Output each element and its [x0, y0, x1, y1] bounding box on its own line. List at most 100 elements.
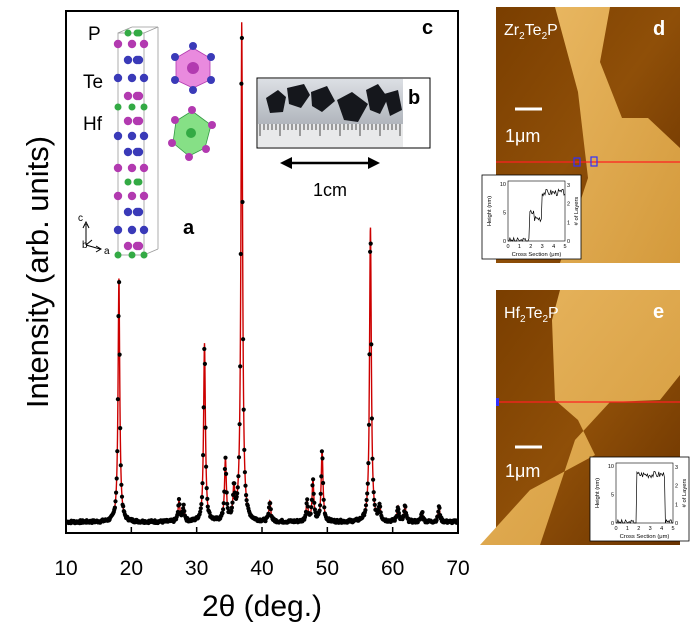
atom-p	[128, 103, 136, 111]
atom-te	[123, 55, 133, 65]
data-point	[238, 251, 243, 257]
panel-label-d: d	[653, 18, 665, 40]
height-profile-line	[508, 188, 566, 242]
data-point	[367, 352, 372, 357]
data-point	[114, 490, 119, 495]
atom-te	[132, 207, 142, 217]
atom-te	[132, 55, 142, 65]
data-point	[240, 199, 245, 205]
atom-p	[140, 251, 148, 259]
data-point	[370, 456, 375, 461]
legend-te: Te	[83, 72, 103, 93]
panel-label-e: e	[653, 301, 664, 323]
data-point	[224, 471, 229, 476]
data-point	[371, 477, 376, 482]
data-point	[363, 503, 369, 508]
atom-te	[127, 73, 137, 83]
data-point	[268, 507, 273, 512]
data-point	[117, 352, 122, 357]
data-point	[113, 499, 118, 504]
sample-label-d: Zr2Te2P	[504, 22, 558, 42]
atom-hf	[127, 191, 137, 201]
data-point	[199, 502, 204, 507]
data-point	[176, 497, 182, 502]
inset-y2-tick: 0	[675, 521, 678, 527]
data-point	[232, 481, 237, 486]
data-point	[321, 480, 326, 486]
data-point	[378, 510, 383, 515]
data-point	[229, 508, 234, 513]
x-tick-label: 50	[316, 557, 339, 580]
data-point	[117, 280, 122, 285]
inset-y2-tick: 2	[567, 202, 570, 208]
data-point	[396, 507, 401, 512]
data-point	[420, 509, 425, 515]
atom-p	[124, 29, 132, 37]
scale-label-d: 1μm	[505, 126, 540, 146]
atom-hf	[127, 39, 137, 49]
inset-y-label: Height (nm)	[595, 478, 601, 508]
data-point	[266, 511, 271, 516]
inset-x-tick: 1	[626, 526, 629, 532]
inset-y2-label: # of Layers	[682, 479, 688, 508]
data-point	[368, 249, 373, 254]
flake-e	[480, 290, 680, 545]
data-point	[119, 482, 124, 487]
inset-x-tick: 1	[518, 244, 521, 250]
data-point	[201, 405, 206, 410]
inset-plot-frame	[615, 462, 674, 524]
data-point	[229, 505, 234, 510]
atom-te	[139, 73, 149, 83]
atom-te	[113, 225, 123, 235]
data-point	[204, 464, 209, 469]
atom-p	[140, 103, 148, 111]
atom-hf	[113, 39, 123, 49]
data-point	[116, 314, 121, 319]
atom-te	[123, 207, 133, 217]
data-point	[318, 491, 323, 496]
data-point	[322, 505, 327, 510]
data-point	[182, 509, 187, 514]
x-tick-label: 10	[54, 557, 77, 580]
data-point	[118, 463, 123, 468]
data-point	[309, 505, 314, 510]
crystal-structure-panel: P Te Hf c b a	[78, 24, 216, 259]
data-point	[371, 490, 376, 495]
inset-x-tick: 4	[660, 526, 663, 532]
photo-scale-label: 1cm	[313, 180, 347, 200]
data-point	[372, 502, 377, 507]
flake-d	[555, 7, 680, 263]
data-point	[403, 504, 408, 509]
inset-y2-tick: 3	[675, 465, 678, 471]
sample-label-e: Hf2Te2P	[504, 305, 559, 325]
data-point	[369, 342, 374, 347]
data-point	[244, 498, 249, 503]
data-point	[243, 483, 248, 488]
atom-hf	[139, 191, 149, 201]
data-point	[244, 493, 249, 498]
inset-y-label: Height (nm)	[487, 196, 493, 226]
data-point	[235, 485, 240, 490]
atom-p	[114, 251, 122, 259]
data-point	[242, 447, 247, 452]
atom-hf	[113, 163, 123, 173]
data-point	[303, 513, 308, 518]
data-point	[239, 81, 244, 86]
data-point	[203, 425, 208, 430]
atom-hf	[123, 241, 133, 251]
data-point	[365, 481, 370, 486]
x-tick-label: 60	[381, 557, 404, 580]
inset-frame	[481, 174, 582, 260]
data-point	[221, 501, 226, 506]
data-point	[364, 497, 369, 503]
data-point	[309, 497, 314, 502]
data-point	[234, 494, 239, 499]
inset-y2-tick: 2	[675, 484, 678, 490]
data-point	[239, 35, 244, 41]
inset-x-tick: 3	[649, 526, 652, 532]
inset-y-tick: 5	[611, 492, 614, 498]
data-point	[235, 491, 240, 496]
atom-te	[113, 131, 123, 141]
